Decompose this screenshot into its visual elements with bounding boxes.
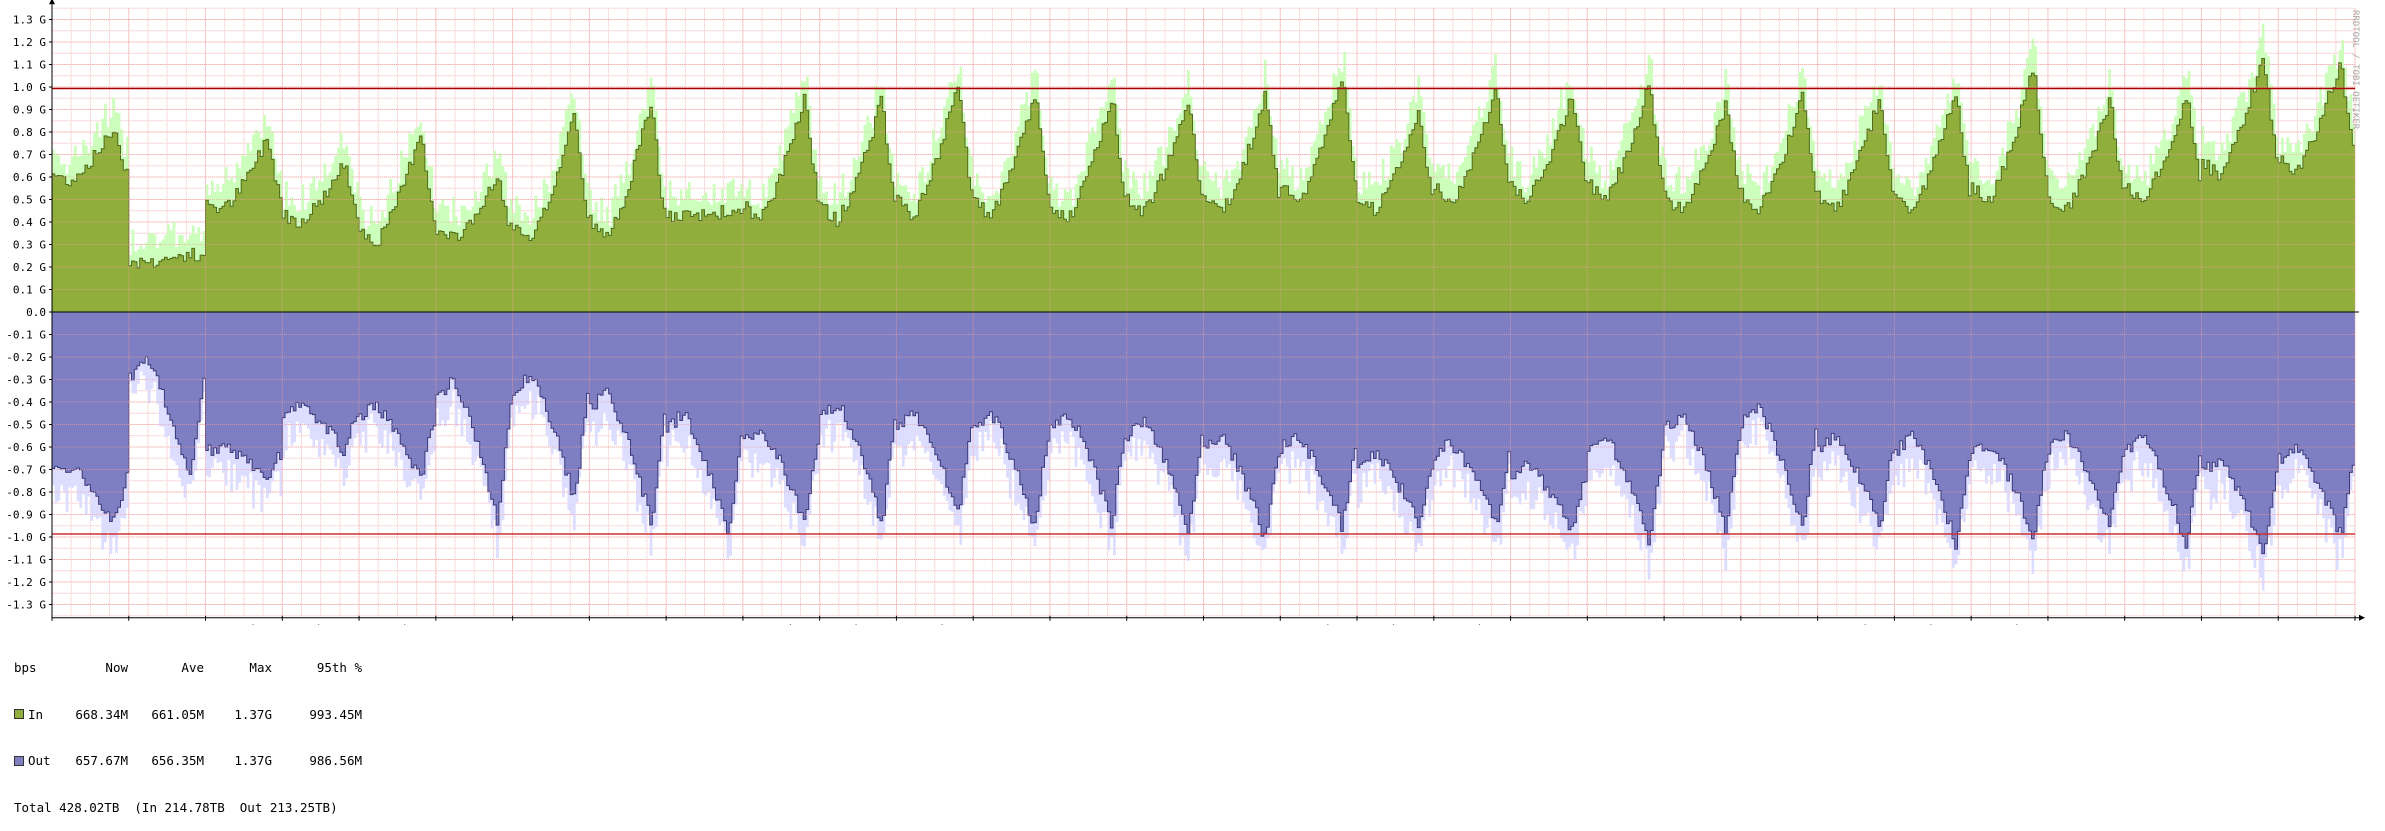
x-tick-label: Mon xyxy=(80,623,102,625)
x-tick-label: Sat xyxy=(1538,623,1560,625)
y-tick-label: -1.1 G xyxy=(6,554,46,567)
grid-major xyxy=(51,8,2356,616)
y-tick-label: -0.7 G xyxy=(6,464,46,477)
y-axis-arrow xyxy=(49,0,55,5)
x-tick-label: Sat xyxy=(2075,623,2097,625)
legend-header-max: Max xyxy=(249,660,272,675)
legend-header-p95: 95th % xyxy=(316,660,362,675)
x-tick-label: Tue xyxy=(1768,623,1790,625)
legend-name-in: In xyxy=(28,706,44,722)
legend-row-in: In 668.34M 661.05M 1.37G 993.45M xyxy=(14,707,362,723)
x-tick-label: Thu xyxy=(310,623,332,625)
y-tick-label: -0.2 G xyxy=(6,351,46,364)
x-tick-label: Fri xyxy=(1999,623,2021,625)
x-tick-label: Tue xyxy=(694,623,716,625)
y-tick-label: -0.3 G xyxy=(6,374,46,387)
x-tick-label: Mon xyxy=(2229,623,2251,625)
y-tick-label: 0.7 G xyxy=(13,149,46,162)
x-tick-label: Sun xyxy=(1615,623,1637,625)
x-tick-label: Sun xyxy=(1078,623,1100,625)
y-tick-label: 0.4 G xyxy=(13,216,46,229)
x-tick-label: Thu xyxy=(1922,623,1944,625)
legend-unit: bps xyxy=(14,660,37,675)
y-tick-label: -0.8 G xyxy=(6,486,46,499)
y-tick-label: -1.2 G xyxy=(6,576,46,589)
legend-name-out: Out xyxy=(28,753,51,768)
y-tick-label: 0.9 G xyxy=(13,104,46,117)
x-tick-label: Mon xyxy=(1154,623,1176,625)
y-tick-label: 1.0 G xyxy=(13,81,46,94)
x-tick-label: Wed xyxy=(233,623,255,625)
legend: bps Now Ave Max 95th % In 668.34M 661.05… xyxy=(14,629,362,831)
x-tick-label: Wed xyxy=(770,623,792,625)
legend-max-out: 1.37G xyxy=(234,753,272,768)
x-axis-arrow xyxy=(2359,614,2365,621)
legend-now-out: 657.67M xyxy=(75,753,128,768)
legend-header-row: bps Now Ave Max 95th % xyxy=(14,660,362,676)
p95-lines xyxy=(52,87,2355,535)
legend-p95-in: 993.45M xyxy=(309,706,362,722)
legend-max-in: 1.37G xyxy=(234,706,272,722)
y-tick-label: 1.3 G xyxy=(13,14,46,27)
y-tick-label: -0.1 G xyxy=(6,329,46,342)
legend-ave-out: 656.35M xyxy=(151,753,204,768)
y-tick-label: 0.3 G xyxy=(13,239,46,252)
y-tick-label: 1.2 G xyxy=(13,36,46,49)
y-tick-label: -0.9 G xyxy=(6,509,46,522)
x-tick-label: Sat xyxy=(463,623,485,625)
legend-ave-in: 661.05M xyxy=(151,706,204,722)
x-tick-label: Thu xyxy=(847,623,869,625)
y-tick-label: 0.1 G xyxy=(13,284,46,297)
legend-header-ave: Ave xyxy=(181,660,204,675)
y-tick-label: -0.6 G xyxy=(6,441,46,454)
y-tick-label: 0.8 G xyxy=(13,126,46,139)
x-tick-label: Fri xyxy=(924,623,946,625)
y-tick-label: 0.2 G xyxy=(13,261,46,274)
x-tick-label: Wed xyxy=(1308,623,1330,625)
x-tick-label: Mon xyxy=(617,623,639,625)
y-tick-labels: -1.3 G -1.2 G -1.1 G -1.0 G -0.9 G -0.8 G -0.7… xyxy=(6,14,52,612)
x-tick-label: Wed xyxy=(1845,623,1867,625)
x-tick-label: Fri xyxy=(387,623,409,625)
side-watermark-label: RRDTOOL / TOBI OETIKER xyxy=(2350,10,2360,130)
y-tick-label: 0.6 G xyxy=(13,171,46,184)
x-tick-label: Sat xyxy=(1001,623,1023,625)
x-tick-label: Sun xyxy=(2152,623,2174,625)
y-tick-label: 0.5 G xyxy=(13,194,46,207)
axes xyxy=(49,0,2365,621)
legend-header-now: Now xyxy=(105,660,128,675)
x-tick-label: Tue xyxy=(1231,623,1253,625)
x-tick-label: Fri xyxy=(1461,623,1483,625)
legend-total: Total 428.02TB (In 214.78TB Out 213.25TB… xyxy=(14,799,338,815)
legend-row-out: Out 657.67M 656.35M 1.37G 986.56M xyxy=(14,753,362,769)
legend-swatch-in xyxy=(14,709,24,720)
y-tick-label: -1.0 G xyxy=(6,531,46,544)
y-tick-label: -0.4 G xyxy=(6,396,46,409)
y-tick-label: 0.0 xyxy=(26,306,46,319)
y-tick-label: -1.3 G xyxy=(6,599,46,612)
x-tick-label: Mon xyxy=(1692,623,1714,625)
x-tick-label: Thu xyxy=(1385,623,1407,625)
y-tick-label: -0.5 G xyxy=(6,419,46,432)
x-tick-label: Tue xyxy=(2306,623,2328,625)
legend-total-row: Total 428.02TB (In 214.78TB Out 213.25TB… xyxy=(14,800,362,816)
x-tick-label: Sun xyxy=(540,623,562,625)
legend-p95-out: 986.56M xyxy=(309,753,362,768)
x-tick-label: Tue xyxy=(156,623,178,625)
traffic-graph: -1.3 G -1.2 G -1.1 G -1.0 G -0.9 G -0.8 G -0.7… xyxy=(6,0,2365,625)
in-series xyxy=(52,58,2355,312)
x-tick-labels: Mon Tue Wed Thu Fri Sat Sun Mon Tue Wed Thu Fri Sat S… xyxy=(80,623,2328,625)
y-tick-label: 1.1 G xyxy=(13,59,46,72)
legend-now-in: 668.34M xyxy=(75,706,128,722)
legend-swatch-out xyxy=(14,755,24,766)
